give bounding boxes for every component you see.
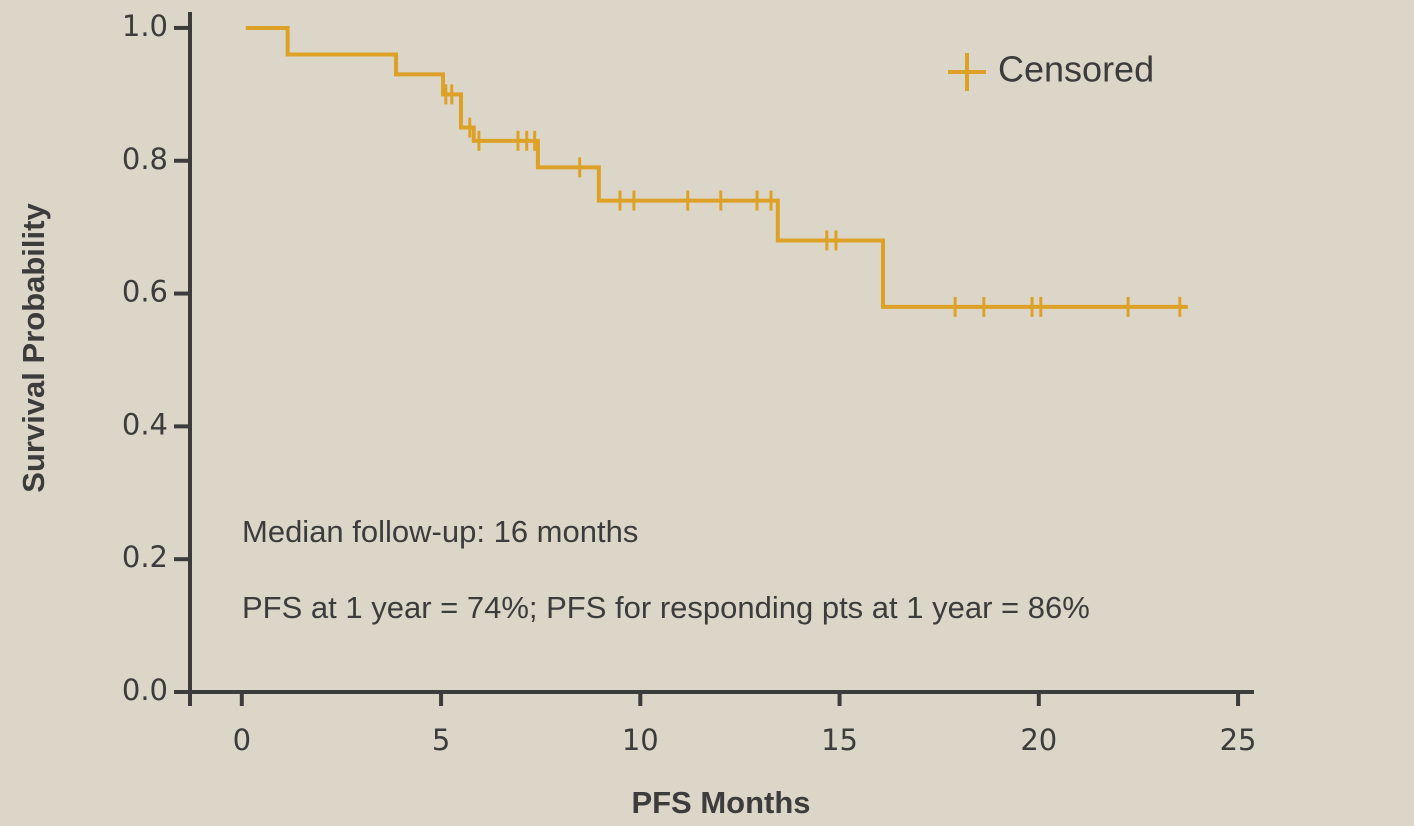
x-tick-label: 5 xyxy=(432,723,450,757)
x-tick-label: 10 xyxy=(622,723,659,757)
y-tick-label: 1.0 xyxy=(122,9,168,43)
legend-label: Censored xyxy=(998,49,1154,90)
y-tick-label: 0.0 xyxy=(122,673,168,707)
y-axis-title: Survival Probability xyxy=(16,203,51,493)
annotation: Median follow-up: 16 months xyxy=(242,514,638,549)
x-tick-label: 25 xyxy=(1220,723,1257,757)
y-tick-label: 0.4 xyxy=(122,407,168,441)
y-tick-label: 0.8 xyxy=(122,142,168,176)
legend-marker xyxy=(948,53,986,91)
x-tick-label: 20 xyxy=(1020,723,1057,757)
y-tick-label: 0.6 xyxy=(122,275,168,309)
x-tick-label: 15 xyxy=(821,723,858,757)
annotation: PFS at 1 year = 74%; PFS for responding … xyxy=(242,590,1090,625)
x-axis-title: PFS Months xyxy=(631,785,810,820)
survival-line xyxy=(245,25,1188,309)
y-tick-label: 0.2 xyxy=(122,540,168,574)
x-tick-label: 0 xyxy=(233,723,251,757)
